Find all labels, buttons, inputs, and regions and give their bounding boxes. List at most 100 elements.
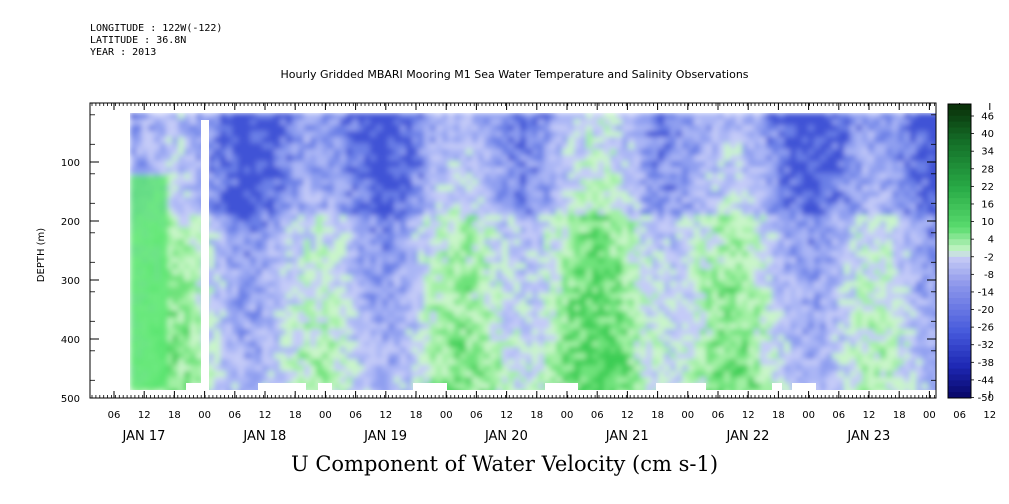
y-tick-label: 400 [61,335,80,346]
colorbar-swatch [948,280,971,287]
colorbar-swatch [948,333,971,340]
colorbar-swatch [948,251,971,258]
colorbar-label: -8 [984,270,994,281]
colorbar-swatch [948,221,971,228]
y-tick-label: 200 [61,217,80,228]
colorbar-swatch [948,174,971,181]
axes: 06 12 18 00 06 12 18 00 06 12 18 00 06 12 18 00 06 12 18 00… [61,103,996,444]
y-tick-label: 100 [61,158,80,169]
x-hour-tick-label: 00 [440,410,453,421]
x-hour-tick-label: 18 [893,410,906,421]
colorbar-label: 10 [981,217,994,228]
colorbar-label: -44 [978,375,994,386]
x-hour-tick-label: 06 [953,410,966,421]
x-hour-tick-label: 06 [470,410,483,421]
colorbar-swatch [948,303,971,311]
x-hour-tick-label: 00 [923,410,936,421]
colorbar-label: 34 [981,147,994,158]
x-hour-tick-label: 12 [863,410,876,421]
colorbar-swatch [948,127,971,134]
colorbar-swatch [948,233,971,240]
colorbar-swatch [948,198,971,205]
colorbar-swatch [948,145,971,152]
x-day-label: JAN 17 [122,429,166,444]
colorbar-swatch [948,151,971,158]
x-day-label: JAN 22 [726,429,770,444]
colorbar-label: 40 [981,129,994,140]
x-hour-tick-label: 12 [621,410,634,421]
x-hour-tick-label: 00 [561,410,574,421]
colorbar-swatch [948,292,971,299]
colorbar-swatch [948,362,971,370]
colorbar-swatch [948,227,971,234]
colorbar-label: -32 [978,340,994,351]
x-day-label: JAN 18 [242,429,286,444]
x-hour-tick-label: 06 [108,410,121,421]
colorbar-swatch [948,262,971,270]
x-hour-tick-label: 12 [742,410,755,421]
x-hour-tick-label: 12 [500,410,513,421]
colorbar-swatch [948,298,971,305]
colorbar: 46 40 34 28 22 16 10 4 -2 -8 -14 -20 -26 -32 -38 -44 -50 [947,103,994,404]
colorbar-swatch [948,350,971,358]
colorbar-swatch [948,186,971,193]
metadata-block: LONGITUDE : 122W(-122) LATITUDE : 36.8N … [90,23,222,59]
latitude-label: LATITUDE : 36.8N [90,35,187,46]
colorbar-swatch [948,368,971,375]
colorbar-swatch [948,239,971,246]
colorbar-swatch [948,121,971,129]
x-hour-tick-label: 12 [983,410,996,421]
x-hour-tick-label: 18 [530,410,543,421]
colorbar-swatch [948,168,971,176]
x-hour-tick-label: 12 [379,410,392,421]
colorbar-swatch [948,180,971,187]
colorbar-swatch [948,203,971,211]
colorbar-swatch [948,339,971,346]
x-hour-tick-label: 18 [651,410,664,421]
colorbar-swatch [948,386,971,393]
x-hour-tick-label: 06 [349,410,362,421]
x-hour-tick-label: 00 [319,410,332,421]
x-day-label: JAN 20 [484,429,528,444]
colorbar-swatch [948,139,971,146]
colorbar-label: -50 [978,393,994,404]
colorbar-swatch [948,327,971,334]
x-day-label: JAN 23 [846,429,890,444]
x-day-label: JAN 21 [605,429,649,444]
longitude-label: LONGITUDE : 122W(-122) [90,23,223,34]
x-hour-tick-label: 18 [168,410,181,421]
x-hour-tick-label: 06 [228,410,241,421]
colorbar-label: 16 [981,199,994,210]
colorbar-swatch [948,274,971,281]
year-label: YEAR : 2013 [90,47,157,58]
x-hour-tick-label: 00 [802,410,815,421]
colorbar-swatch [948,156,971,164]
colorbar-label: 28 [981,164,994,175]
x-hour-tick-label: 06 [832,410,845,421]
x-hour-tick-label: 12 [138,410,151,421]
colorbar-swatch [948,315,971,323]
y-axis-label: DEPTH (m) [36,228,47,282]
colorbar-swatch [948,268,971,276]
x-hour-tick-label: 00 [198,410,211,421]
heatmap-area [130,113,936,390]
colorbar-label: 46 [981,112,994,123]
colorbar-label: 4 [988,235,994,246]
colorbar-swatch [948,209,971,217]
colorbar-swatch [948,345,971,352]
colorbar-label: -38 [978,358,994,369]
y-tick-label: 500 [61,394,80,405]
chart-title: Hourly Gridded MBARI Mooring M1 Sea Wate… [280,68,749,81]
colorbar-swatch [948,380,971,387]
colorbar-swatch [948,374,971,381]
colorbar-swatch [948,392,971,399]
x-hour-tick-label: 12 [259,410,272,421]
colorbar-swatch [948,321,971,328]
y-tick-label: 300 [61,276,80,287]
colorbar-swatch [948,215,971,223]
colorbar-swatch [948,309,971,317]
x-hour-tick-label: 00 [681,410,694,421]
x-hour-tick-label: 18 [410,410,423,421]
x-day-label: JAN 19 [363,429,407,444]
